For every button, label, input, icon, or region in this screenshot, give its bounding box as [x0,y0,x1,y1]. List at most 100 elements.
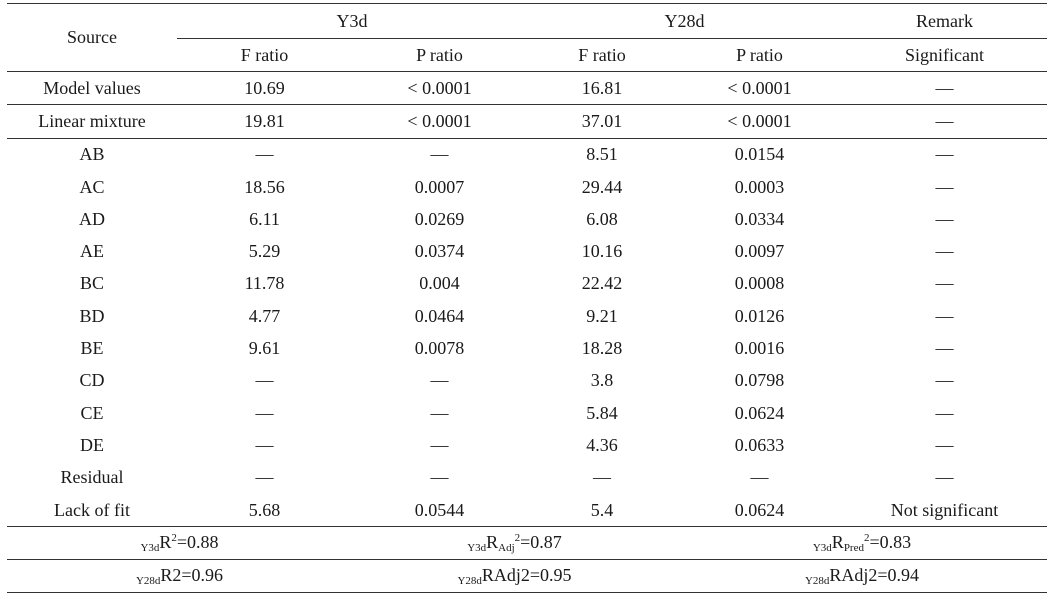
cell-p3: < 0.0001 [352,104,527,139]
cell-remark: — [935,305,954,326]
anova-table: Source Y3d Y28d Remark F ratio P ratio F… [7,3,1047,593]
cell-p3: — [430,402,449,423]
cell-remark: — [935,434,954,455]
r-symbol: R [831,532,844,553]
table-row: CD — — 3.8 0.0798 — [7,365,1047,397]
cell-p3: — [430,144,449,165]
table-row: DE — — 4.36 0.0633 — [7,429,1047,461]
header-group-y28d: Y28d [527,3,842,39]
header-y28d-p-ratio: P ratio [677,38,842,72]
cell-source: BD [79,305,105,326]
cell-p28: 0.0008 [734,273,785,294]
cell-p28: 0.0624 [677,493,842,528]
r2-value: =0.88 [176,532,219,553]
cell-f28: 10.16 [581,241,623,262]
cell-p28: — [750,467,769,488]
cell-f28: 8.51 [586,144,618,165]
cell-f28: 5.84 [586,402,618,423]
cell-f28: 5.4 [527,493,677,528]
header-y3d-p-ratio: P ratio [352,38,527,72]
cell-remark: — [935,241,954,262]
fit-stats-row-y3d: Y3dR2=0.88 Y3dRAdj2=0.87 Y3dRPred2=0.83 [7,526,1047,561]
rpred-exponent: 2 [863,532,870,545]
header-significant: Significant [842,38,1047,72]
cell-f28: 18.28 [581,338,623,359]
cell-f3: — [255,434,274,455]
cell-f3: — [255,144,274,165]
cell-p28: 0.0798 [734,370,785,391]
cell-p3: 0.0544 [352,493,527,528]
fit-stats-row-y28d: Y28dR2=0.96 Y28dRAdj2=0.95 Y28dRAdj2=0.9… [7,559,1047,593]
y28d-radj: Y28dRAdj2=0.95 [352,559,677,593]
cell-p3: 0.0078 [414,338,465,359]
cell-p28: 0.0097 [734,241,785,262]
cell-p3: 0.0464 [414,305,465,326]
cell-source: BC [79,273,104,294]
y28d-prefix: Y28d [457,575,482,588]
cell-p28: 0.0624 [734,402,785,423]
cell-f3: — [255,467,274,488]
y3d-prefix: Y3d [467,542,487,555]
cell-f3: 10.69 [177,71,352,106]
cell-f28: 3.8 [590,370,614,391]
cell-remark: — [935,467,954,488]
y28d-r2-value: R2=0.96 [160,565,224,586]
cell-source: Model values [7,71,177,106]
cell-source: BE [80,338,104,359]
pred-subscript: Pred [843,542,864,555]
cell-source: AC [79,176,105,197]
header-y3d-f-ratio: F ratio [177,38,352,72]
cell-f3: — [255,402,274,423]
cell-p28: 0.0334 [734,208,785,229]
table-row: Lack of fit 5.68 0.0544 5.4 0.0624 Not s… [7,493,1047,528]
r-symbol: R [486,532,499,553]
table-row: CE — — 5.84 0.0624 — [7,397,1047,429]
cell-source: CE [80,402,104,423]
table-row: BC 11.78 0.004 22.42 0.0008 — [7,268,1047,300]
y3d-rpred: Y3dRPred2=0.83 [677,526,1047,561]
r2-exponent: 2 [171,532,177,545]
header-remark: Remark [842,3,1047,39]
cell-remark: — [935,402,954,423]
y3d-prefix: Y3d [812,542,832,555]
cell-remark: — [935,273,954,294]
cell-p3: 0.004 [419,273,460,294]
table-row: Residual — — — — — [7,462,1047,494]
cell-source: Residual [60,467,124,488]
cell-f3: 9.61 [248,338,281,359]
cell-p3: — [430,434,449,455]
cell-p3: — [430,467,449,488]
cell-remark: — [935,370,954,391]
cell-source: Linear mixture [7,104,177,139]
table-row: AD 6.11 0.0269 6.08 0.0334 — [7,203,1047,235]
cell-p28: 0.0016 [734,338,785,359]
cell-p28: 0.0633 [734,434,785,455]
header-source: Source [7,3,177,72]
cell-p3: 0.0007 [414,176,465,197]
cell-p3: < 0.0001 [352,71,527,106]
cell-f3: 5.68 [177,493,352,528]
cell-f28: 9.21 [586,305,618,326]
cell-f3: — [255,370,274,391]
cell-source: DE [80,434,104,455]
cell-p28: 0.0003 [734,176,785,197]
cell-remark: — [935,338,954,359]
cell-source: Lack of fit [7,493,177,528]
table-row: AE 5.29 0.0374 10.16 0.0097 — [7,235,1047,267]
cell-source: AB [79,144,105,165]
cell-f28: 22.42 [581,273,623,294]
cell-p28: < 0.0001 [677,71,842,106]
table-row: AB — — 8.51 0.0154 — [7,138,1047,171]
cell-f3: 5.29 [248,241,281,262]
y28d-prefix: Y28d [135,575,161,588]
cell-remark: — [842,71,1047,106]
cell-p3: 0.0374 [414,241,465,262]
cell-f3: 4.77 [248,305,281,326]
r-symbol: R [159,532,172,553]
cell-remark: — [842,104,1047,139]
radj-exponent: 2 [514,532,521,545]
cell-source: AD [79,208,105,229]
table-row: AC 18.56 0.0007 29.44 0.0003 — [7,171,1047,203]
cell-remark: — [935,144,954,165]
y3d-radj: Y3dRAdj2=0.87 [352,526,677,561]
